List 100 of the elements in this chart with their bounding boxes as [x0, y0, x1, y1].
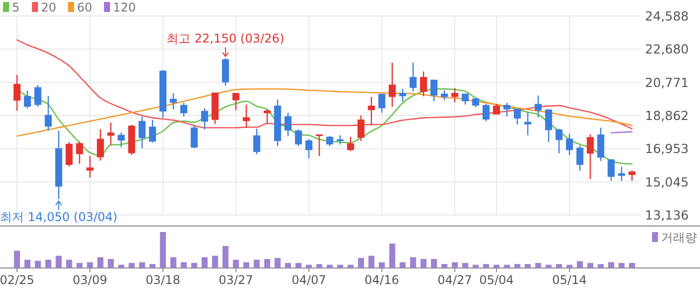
candlestick	[190, 125, 198, 149]
bar	[108, 259, 114, 268]
candlestick	[430, 79, 438, 102]
candlestick	[107, 122, 114, 146]
bar	[337, 264, 344, 268]
candlestick	[44, 95, 52, 132]
bar	[306, 264, 312, 268]
candlestick	[138, 116, 146, 149]
bar	[472, 264, 479, 268]
x-tick-label: 04/27	[438, 273, 472, 287]
candlestick	[242, 104, 250, 128]
candlestick	[597, 127, 604, 162]
bar	[618, 262, 625, 268]
x-tick-label: 03/09	[72, 273, 108, 287]
candlestick	[86, 155, 94, 178]
bar	[524, 264, 531, 268]
bar	[535, 262, 542, 268]
bar	[514, 264, 520, 268]
bar	[24, 260, 30, 268]
bar	[254, 260, 260, 268]
bar	[389, 244, 396, 268]
bar	[504, 264, 510, 268]
bar	[232, 260, 239, 268]
bar	[56, 256, 62, 268]
bar	[348, 264, 354, 268]
candlestick	[368, 96, 375, 126]
bar	[400, 262, 406, 268]
bar	[576, 261, 583, 268]
y-tick-label: 15,045	[645, 174, 689, 190]
legend-label: 20	[41, 0, 56, 14]
bar	[316, 264, 322, 268]
candlestick	[545, 108, 552, 143]
bar	[212, 256, 218, 268]
x-tick-label: 02/25	[0, 273, 34, 287]
bar	[191, 262, 198, 268]
annotation: 최저 14,050 (03/04)	[0, 210, 118, 224]
candlestick	[347, 136, 354, 152]
candlestick	[628, 170, 636, 182]
candlestick	[180, 102, 188, 118]
bar	[76, 262, 83, 268]
x-tick-label: 03/27	[218, 273, 254, 287]
candlestick	[66, 142, 73, 168]
bar	[587, 262, 594, 268]
candlestick	[316, 134, 323, 157]
bar	[202, 257, 208, 268]
candlestick	[264, 108, 271, 124]
candlestick	[34, 84, 42, 108]
bar	[295, 262, 302, 268]
y-tick-label: 22,680	[645, 42, 689, 57]
x-tick-label: 04/16	[364, 273, 400, 287]
candlestick	[566, 133, 573, 156]
bar	[420, 259, 427, 268]
bar	[368, 256, 374, 268]
bar	[326, 264, 333, 268]
candlestick	[618, 166, 626, 182]
legend-label: 5	[12, 0, 20, 14]
candlestick	[170, 92, 177, 110]
bar	[86, 262, 93, 268]
bar	[34, 260, 41, 268]
bar	[150, 264, 156, 268]
x-tick-label: 03/18	[146, 273, 180, 287]
bar	[483, 264, 490, 268]
bar	[45, 260, 52, 268]
bar	[441, 264, 448, 268]
bar	[285, 262, 292, 268]
candlestick	[492, 103, 500, 116]
candlestick	[462, 93, 469, 106]
candlestick	[472, 97, 480, 108]
candlestick	[76, 141, 84, 164]
candlestick	[586, 134, 594, 180]
candlestick	[608, 158, 615, 182]
candlestick	[357, 114, 364, 142]
candlestick	[253, 128, 260, 155]
candlestick	[232, 92, 240, 111]
y-tick-label: 20,771	[645, 74, 689, 90]
bar	[358, 258, 364, 268]
candlestick	[482, 103, 490, 122]
bar	[546, 264, 552, 268]
bar	[128, 262, 135, 268]
bar	[430, 259, 437, 268]
legend-label: 120	[113, 0, 136, 14]
candlestick	[14, 74, 20, 112]
candlestick	[576, 144, 584, 172]
bar	[274, 258, 281, 268]
candlestick	[514, 108, 521, 125]
candlestick	[440, 90, 448, 101]
y-tick-label: 18,862	[645, 108, 689, 123]
bar	[170, 257, 176, 268]
bar	[629, 262, 635, 268]
bar	[493, 264, 500, 268]
bar	[139, 262, 146, 268]
y-tick-label: 13,136	[645, 208, 689, 222]
candlestick	[201, 108, 208, 130]
candlestick	[503, 102, 510, 117]
candlestick	[388, 62, 396, 108]
bar	[97, 257, 104, 268]
candlestick	[149, 119, 156, 144]
bar	[608, 262, 614, 268]
candlestick	[96, 128, 104, 162]
candlestick	[284, 112, 292, 137]
